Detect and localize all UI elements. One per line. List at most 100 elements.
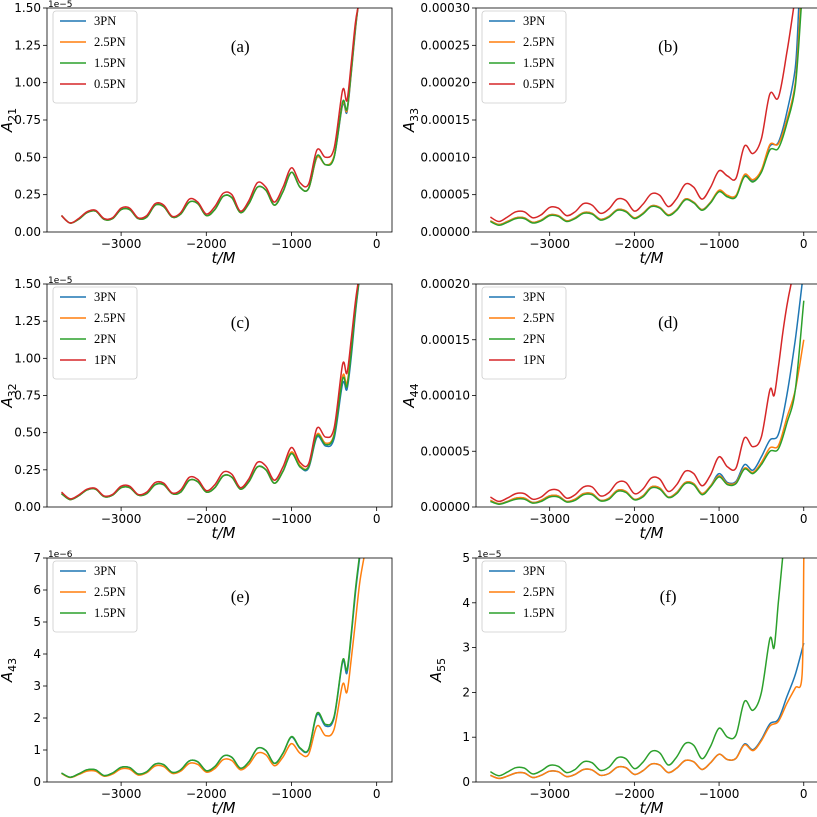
legend-entry: 3PN: [94, 290, 116, 304]
plot-area: [60, 8, 359, 224]
x-tick-label: −3000: [101, 237, 142, 251]
panel-5: −3000 −2000 −1000 0 0 1 2 3 4 5 6 7 1e−6 t/M A43 (e) 3PN…: [0, 550, 393, 817]
panel-6: −3000 −2000 −1000 0 0 1 2 3 4 5 1e−5 t/M A55 (f) 3PN 2.…: [427, 550, 817, 817]
x-tick-label: 0: [800, 237, 808, 251]
y-tick-label: 0.00005: [420, 444, 470, 458]
legend-entry: 2PN: [94, 332, 116, 346]
y-tick-label: 5: [462, 551, 470, 565]
y-axis-label: A43: [0, 658, 19, 683]
legend-entry: 1.5PN: [523, 56, 555, 70]
series-line-1.5PN: [490, 8, 802, 227]
series-line-1.5PN: [61, 558, 360, 778]
legend-entry: 3PN: [523, 290, 545, 304]
legend-box: [52, 10, 138, 104]
series-line-0.5PN: [60, 8, 359, 224]
series-line-2PN: [490, 300, 805, 505]
x-axis-label: t/M: [212, 524, 236, 542]
x-tick-label: −1000: [699, 237, 740, 251]
y-tick-label: 2: [33, 711, 41, 725]
y-tick-label: 0: [462, 775, 470, 789]
legend-entry: 2PN: [523, 332, 545, 346]
y-tick-label: 0.00005: [420, 188, 470, 202]
panel-1: −3000 −2000 −1000 0 0.00 0.25 0.50 0.75 1.00 1.25…: [0, 0, 393, 267]
x-tick-label: −3000: [529, 787, 570, 801]
legend-entry: 3PN: [523, 14, 545, 28]
panel-label: (c): [231, 313, 250, 332]
y-tick-label: 0.00025: [420, 38, 470, 52]
legend-entry: 1.5PN: [94, 606, 126, 620]
axes-frame: [475, 557, 817, 783]
y-tick-label: 4: [462, 596, 470, 610]
x-tick-label: −3000: [529, 512, 570, 526]
y-tick-label: 3: [462, 641, 470, 655]
legend-entry: 2.5PN: [94, 35, 126, 49]
x-tick-label: −2000: [614, 787, 655, 801]
y-tick-label: 0.00010: [420, 389, 470, 403]
y-tick-label: 1.00: [14, 76, 41, 90]
panel-4: −3000 −2000 −1000 0 0.00000 0.00005 0.00010 0.0…: [400, 277, 817, 542]
panel-2: −3000 −2000 −1000 0 0.00000 0.00005 0.00010 0.0…: [400, 1, 817, 267]
x-tick-label: 0: [800, 787, 808, 801]
plot-area: [490, 284, 805, 505]
x-tick-label: −1000: [699, 787, 740, 801]
legend-entry: 3PN: [94, 14, 116, 28]
x-tick-label: 0: [373, 787, 381, 801]
y-tick-label: 1.50: [14, 1, 41, 15]
plot-area: [490, 8, 802, 227]
series-line-1PN: [61, 284, 359, 500]
y-tick-label: 0: [33, 775, 41, 789]
x-tick-label: −1000: [271, 787, 312, 801]
legend: 3PN 2.5PN 2PN 1PN: [481, 286, 567, 380]
legend: 3PN 2.5PN 1.5PN: [52, 560, 138, 633]
panel-label: (b): [658, 37, 678, 56]
series-line-0.5PN: [490, 8, 795, 223]
y-tick-label: 0.00010: [420, 150, 470, 164]
y-axis-label: A55: [427, 658, 448, 683]
legend-entry: 0.5PN: [523, 77, 555, 91]
y-tick-label: 2: [462, 685, 470, 699]
legend-entry: 3PN: [523, 564, 545, 578]
legend-box: [481, 560, 567, 633]
legend-entry: 0.5PN: [94, 77, 126, 91]
offset-text: 1e−6: [48, 550, 73, 560]
x-tick-label: −3000: [529, 237, 570, 251]
y-tick-label: 0.00030: [420, 1, 470, 15]
y-axis-label: A44: [400, 383, 421, 408]
legend-entry: 1PN: [94, 353, 116, 367]
y-tick-label: 0.75: [14, 113, 41, 127]
panel-3: −3000 −2000 −1000 0 0.00 0.25 0.50 0.75 1.00 1.25…: [0, 276, 393, 542]
y-tick-label: 0.00: [14, 500, 41, 514]
x-tick-label: −2000: [614, 237, 655, 251]
y-tick-label: 0.00015: [420, 113, 470, 127]
x-tick-label: −1000: [699, 512, 740, 526]
y-tick-label: 0.00: [14, 225, 41, 239]
y-tick-label: 0.25: [14, 463, 41, 477]
series-line-3PN: [490, 642, 805, 780]
legend-entry: 2.5PN: [523, 35, 555, 49]
offset-text: 1e−5: [48, 276, 73, 286]
plot-area: [61, 284, 360, 501]
x-tick-label: 0: [373, 512, 381, 526]
legend-box: [481, 10, 567, 104]
x-tick-label: −3000: [101, 512, 142, 526]
series-line-1PN: [490, 284, 792, 503]
legend-entry: 1.5PN: [523, 606, 555, 620]
panel-label: (a): [231, 37, 250, 56]
legend: 3PN 2.5PN 2PN 1PN: [52, 286, 138, 380]
y-tick-label: 0.50: [14, 426, 41, 440]
legend-box: [481, 286, 567, 380]
x-tick-label: −1000: [271, 237, 312, 251]
y-tick-label: 5: [33, 615, 41, 629]
x-tick-label: −2000: [186, 237, 227, 251]
y-axis-label: A32: [0, 383, 19, 408]
y-axis-label: A21: [0, 108, 19, 133]
y-tick-label: 1.50: [14, 277, 41, 291]
y-axis-label: A33: [400, 108, 421, 133]
y-tick-label: 0.00020: [420, 277, 470, 291]
axes-frame: [46, 557, 393, 783]
y-tick-label: 1: [33, 743, 41, 757]
legend-entry: 2.5PN: [94, 311, 126, 325]
legend: 3PN 2.5PN 1.5PN: [481, 560, 567, 633]
x-axis-label: t/M: [640, 524, 664, 542]
